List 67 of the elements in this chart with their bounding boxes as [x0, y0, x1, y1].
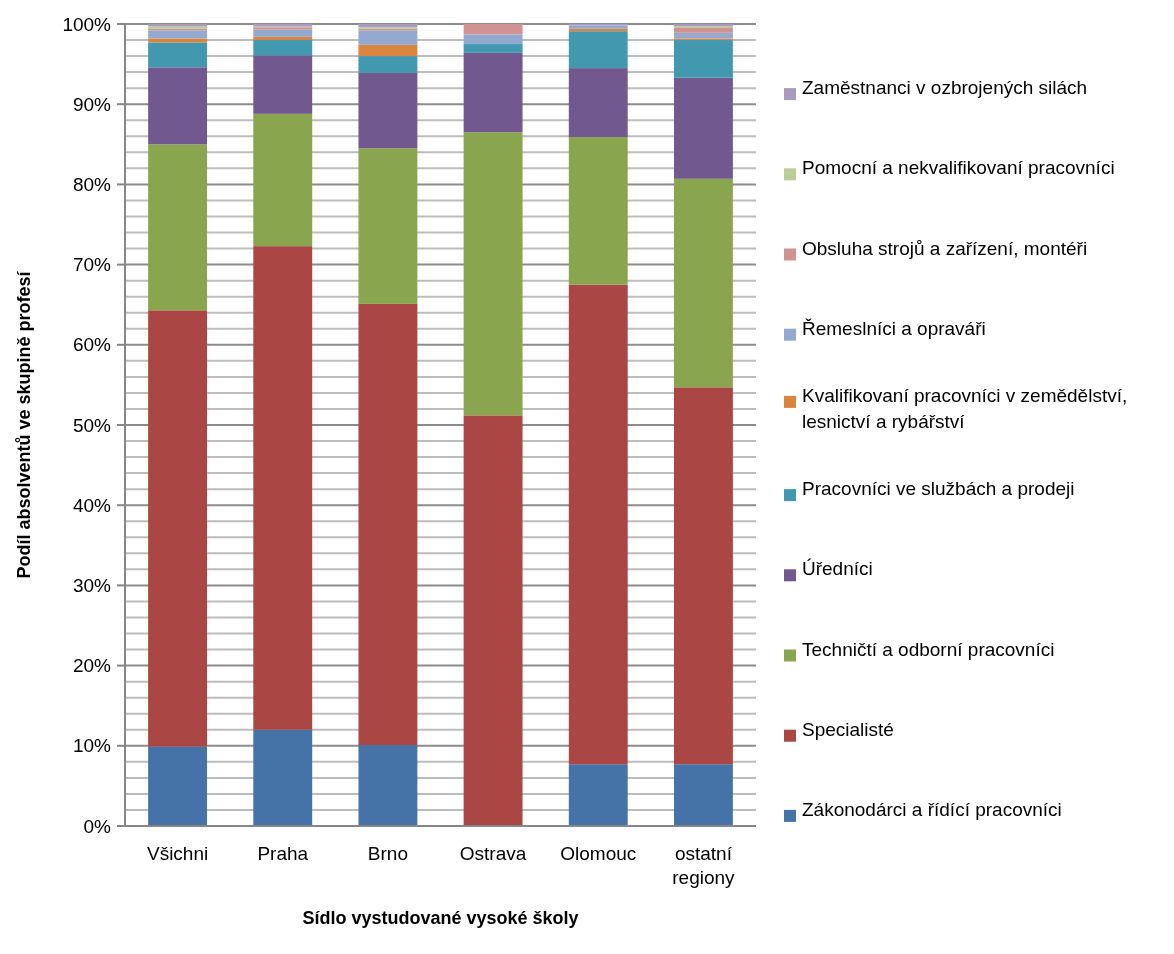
legend-label: Obsluha strojů a zařízení, montéři: [802, 237, 1088, 259]
legend-label: Pomocní a nekvalifikovaní pracovníci: [802, 157, 1115, 179]
bar: [358, 30, 418, 45]
y-tick-label: 10%: [72, 735, 112, 757]
bar: [568, 764, 628, 826]
bar: [253, 36, 313, 41]
bar: [568, 284, 628, 765]
y-tick-label: 70%: [72, 254, 112, 276]
y-tick-label: 50%: [72, 414, 112, 436]
bar: [568, 137, 628, 285]
bar: [673, 77, 733, 179]
y-tick-label: 30%: [72, 575, 112, 597]
legend-label: Techničtí a odborní pracovníci: [802, 638, 1055, 660]
bar: [253, 55, 313, 114]
bar: [253, 113, 313, 247]
bar: [148, 42, 208, 68]
bar: [358, 44, 418, 57]
bar: [463, 24, 523, 35]
bar: [568, 31, 628, 69]
legend-label: Zaměstnanci v ozbrojených silách: [802, 77, 1088, 99]
bar: [463, 44, 523, 53]
bar: [148, 310, 208, 747]
legend-label: Zákonodárci a řídící pracovníci: [802, 798, 1062, 820]
x-axis-title: Sídlo vystudované vysoké školy: [302, 908, 579, 928]
bar: [358, 72, 418, 149]
legend-label: Specialisté: [802, 718, 894, 740]
bar: [673, 387, 733, 765]
x-tick-label: Všichni: [146, 843, 209, 864]
bar: [253, 729, 313, 826]
legend-label: Řemeslníci a opraváři: [802, 317, 986, 339]
bar: [253, 40, 313, 56]
y-tick-label: 0%: [83, 815, 112, 837]
legend-label: Kvalifikovaní pracovníci v zemědělství, lesnictví a rybářství: [802, 384, 1128, 432]
x-tick-label: Ostrava: [459, 843, 527, 864]
bar: [463, 415, 523, 826]
bar: [148, 746, 208, 826]
bar: [358, 303, 418, 745]
y-tick-label: 90%: [72, 93, 112, 115]
bar: [253, 29, 313, 37]
bar: [148, 38, 208, 43]
x-tick-label: Olomouc: [560, 843, 637, 864]
x-tick-label: Brno: [367, 843, 408, 864]
legend-label: Pracovníci ve službách a prodeji: [802, 478, 1075, 500]
bar: [463, 34, 523, 45]
x-tick-label: Praha: [257, 843, 309, 864]
bar: [673, 764, 733, 826]
bar: [673, 28, 733, 33]
y-tick-label: 100%: [62, 13, 112, 35]
bar: [568, 68, 628, 138]
legend-label: Úředníci: [802, 558, 873, 580]
bar: [148, 30, 208, 39]
y-axis-title: Podíl absolventů ve skupině profesí: [14, 270, 34, 579]
bar: [358, 745, 418, 826]
y-tick-label: 40%: [72, 494, 112, 516]
y-tick-label: 80%: [72, 174, 112, 196]
bar: [148, 67, 208, 145]
bar: [358, 56, 418, 73]
bar: [253, 246, 313, 730]
bar: [463, 132, 523, 416]
bar: [148, 144, 208, 311]
bar: [673, 178, 733, 388]
bar: [358, 148, 418, 304]
bar: [463, 52, 523, 133]
x-tick-label: ostatní regiony: [672, 843, 736, 888]
y-tick-label: 20%: [72, 655, 112, 677]
bar: [673, 40, 733, 78]
y-tick-label: 60%: [72, 334, 112, 356]
